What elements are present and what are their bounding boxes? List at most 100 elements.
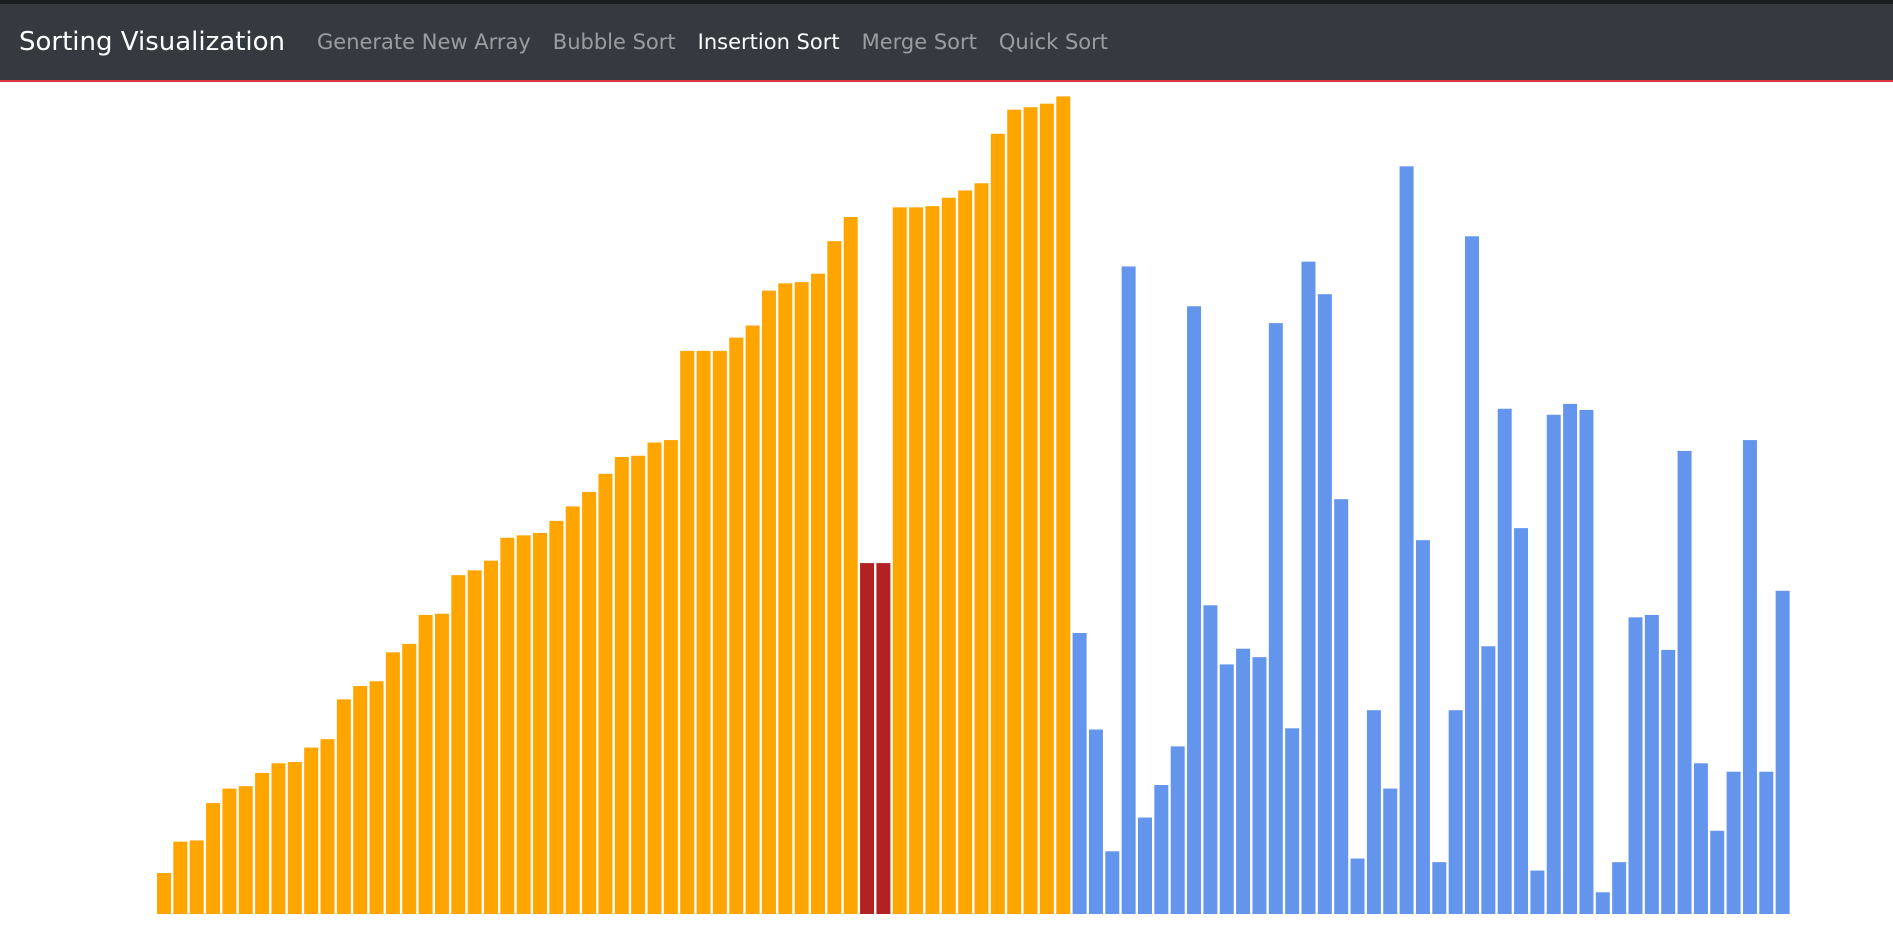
array-bar xyxy=(385,652,400,914)
array-bar xyxy=(680,350,695,915)
array-bar xyxy=(941,197,956,915)
array-bar xyxy=(1121,266,1136,914)
array-visualization xyxy=(0,84,1893,939)
array-bar xyxy=(1677,450,1692,914)
array-bar xyxy=(516,535,531,914)
array-bar xyxy=(1072,633,1087,914)
array-bar xyxy=(1579,409,1594,914)
nav-insertion-sort[interactable]: Insertion Sort xyxy=(697,30,840,54)
nav-generate-new-array[interactable]: Generate New Array xyxy=(317,30,531,54)
array-bar xyxy=(631,455,646,914)
array-bar xyxy=(1481,646,1496,914)
array-bar xyxy=(614,456,629,914)
array-bar xyxy=(925,206,940,914)
array-bar xyxy=(173,841,188,914)
array-bar xyxy=(1056,96,1071,914)
array-bar xyxy=(1219,664,1234,914)
array-bar xyxy=(1301,261,1316,914)
array-bar xyxy=(353,686,368,914)
array-bar xyxy=(663,440,678,914)
array-bar xyxy=(598,473,613,914)
array-bar xyxy=(1644,614,1659,914)
array-bar xyxy=(1170,746,1185,914)
array-bar xyxy=(811,273,825,914)
array-bar xyxy=(1563,403,1578,914)
array-bar xyxy=(500,537,515,914)
array-bar xyxy=(1285,728,1300,914)
array-bar xyxy=(1726,771,1741,914)
array-bar xyxy=(843,217,858,914)
array-bar xyxy=(1138,817,1152,914)
array-bar xyxy=(761,290,776,914)
array-bar xyxy=(1317,294,1332,914)
array-bar xyxy=(696,350,711,915)
array-bar xyxy=(1775,590,1790,914)
array-bar xyxy=(533,532,548,914)
array-bar xyxy=(1448,710,1463,914)
array-bar xyxy=(1007,109,1022,915)
array-bar xyxy=(827,241,842,914)
array-bar xyxy=(1628,617,1643,914)
array-bar xyxy=(1612,862,1627,914)
nav-quick-sort[interactable]: Quick Sort xyxy=(998,30,1108,54)
array-bar xyxy=(1546,414,1561,914)
array-bar xyxy=(336,699,351,914)
array-bar xyxy=(990,133,1005,914)
array-bar xyxy=(1105,851,1120,914)
array-bar xyxy=(1268,323,1283,914)
array-bar xyxy=(1465,236,1479,915)
array-bar xyxy=(189,840,204,914)
array-bar xyxy=(565,506,580,914)
array-bar xyxy=(1432,862,1447,914)
array-bar xyxy=(1252,657,1267,914)
array-bar xyxy=(287,762,302,914)
array-bar xyxy=(1514,528,1529,914)
array-bar xyxy=(909,207,924,915)
array-bar xyxy=(1039,103,1054,914)
array-bar xyxy=(549,520,564,914)
array-bar xyxy=(712,350,727,915)
array-bar xyxy=(1154,784,1169,914)
array-bar xyxy=(729,337,744,915)
array-bar xyxy=(320,739,335,914)
array-bar xyxy=(1399,166,1414,915)
array-bar xyxy=(1530,870,1545,914)
array-bar xyxy=(1415,540,1430,914)
array-bar xyxy=(876,563,891,914)
array-bar xyxy=(451,575,466,914)
array-bar xyxy=(1236,648,1251,914)
array-bar xyxy=(1710,830,1725,914)
array-bar xyxy=(1334,499,1349,914)
array-bar xyxy=(304,747,319,914)
array-bar xyxy=(369,681,384,914)
navbar-brand[interactable]: Sorting Visualization xyxy=(19,27,285,57)
array-bar xyxy=(402,643,417,914)
array-bar xyxy=(1023,107,1038,914)
array-bar xyxy=(467,570,482,914)
nav-merge-sort[interactable]: Merge Sort xyxy=(861,30,977,54)
nav-bubble-sort[interactable]: Bubble Sort xyxy=(552,30,676,54)
array-bar xyxy=(582,491,597,914)
array-bar xyxy=(1759,771,1774,914)
array-bar xyxy=(255,772,270,914)
array-bar xyxy=(1187,306,1202,914)
array-bar xyxy=(1661,649,1676,914)
array-bar xyxy=(860,563,875,914)
array-bar xyxy=(1350,858,1365,914)
array-bar xyxy=(157,873,171,914)
array-bar xyxy=(647,442,662,914)
array-bar xyxy=(1693,763,1708,914)
array-bars-chart xyxy=(157,96,1790,915)
array-bar xyxy=(794,282,809,914)
array-bar xyxy=(974,183,989,914)
window-top-strip xyxy=(0,0,1893,4)
array-bar xyxy=(1366,710,1381,914)
navbar: Sorting Visualization Generate New Array… xyxy=(0,4,1893,82)
array-bar xyxy=(484,560,498,914)
array-bar xyxy=(1088,729,1103,914)
array-bar xyxy=(271,763,286,914)
array-bar xyxy=(1383,788,1398,914)
array-bar xyxy=(958,190,973,915)
array-bar xyxy=(892,207,907,915)
array-bar xyxy=(745,325,760,914)
